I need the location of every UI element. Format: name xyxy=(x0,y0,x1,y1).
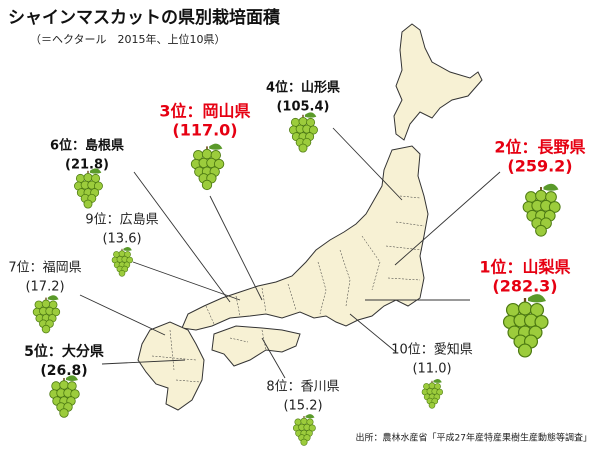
grape-berry xyxy=(67,381,77,391)
grape-berry xyxy=(535,224,547,237)
grape-berry xyxy=(529,302,545,318)
prefecture-rank: 5位：大分県 xyxy=(24,343,104,360)
grape-leaf xyxy=(123,247,132,251)
grape-berry xyxy=(300,417,308,425)
prefecture-rank: 6位：島根県 xyxy=(50,138,124,154)
prefecture-rank: 1位：山梨県 xyxy=(479,258,570,277)
title: シャインマスカットの県別栽培面積 xyxy=(8,7,281,28)
area-value: (105.4) xyxy=(276,100,329,115)
japan-map xyxy=(137,23,483,411)
grape-berry xyxy=(298,116,308,126)
grape-berry xyxy=(300,438,308,446)
grape-berry xyxy=(428,402,436,409)
grape-icon xyxy=(502,294,549,358)
grape-berry xyxy=(436,388,443,396)
area-value: (282.3) xyxy=(492,277,557,296)
grape-berry xyxy=(59,380,69,390)
grape-berry xyxy=(210,150,221,161)
area-value: (17.2) xyxy=(25,280,64,295)
grape-berry xyxy=(548,201,561,213)
grape-berry xyxy=(517,343,533,358)
subtitle: （＝ヘクタール 2015年、上位10県） xyxy=(30,32,226,46)
grape-berry xyxy=(201,148,213,160)
area-value: (259.2) xyxy=(507,157,572,176)
grape-berry xyxy=(534,314,549,330)
grape-berry xyxy=(51,307,61,317)
leader-line xyxy=(209,195,263,301)
grape-berry xyxy=(428,382,436,389)
grape-icon xyxy=(32,295,61,334)
grape-icon xyxy=(49,375,80,418)
grape-berry xyxy=(83,199,93,209)
grape-leaf xyxy=(47,295,59,301)
grape-berry xyxy=(308,125,318,135)
area-value: (21.8) xyxy=(65,158,109,173)
area-value: (13.6) xyxy=(102,232,141,247)
grape-berry xyxy=(201,179,213,191)
grape-leaf xyxy=(433,379,442,383)
area-value: (15.2) xyxy=(283,399,322,414)
area-value: (26.8) xyxy=(40,363,87,379)
grape-leaf xyxy=(89,168,102,174)
grape-berry xyxy=(83,172,93,182)
prefecture-rank: 7位：福岡県 xyxy=(8,261,81,276)
prefecture-rank: 9位：広島県 xyxy=(85,213,158,228)
grape-berry xyxy=(59,408,69,418)
grape-berry xyxy=(545,191,557,203)
prefecture-rank: 2位：長野県 xyxy=(494,138,585,157)
grape-berry xyxy=(306,418,314,426)
leader-line xyxy=(101,359,186,365)
grape-berry xyxy=(517,301,533,316)
prefecture-rank: 4位：山形県 xyxy=(266,80,340,96)
leader-line xyxy=(394,171,501,266)
grape-leaf xyxy=(304,112,317,118)
area-value: (11.0) xyxy=(412,362,451,377)
grape-leaf xyxy=(66,375,78,381)
leader-lines xyxy=(79,127,501,379)
grape-berry xyxy=(41,299,51,309)
grape-berry xyxy=(124,251,131,258)
prefecture-rank: 8位：香川県 xyxy=(266,380,339,395)
grape-icon xyxy=(289,112,318,153)
leader-line xyxy=(261,337,286,379)
grape-berry xyxy=(535,189,547,202)
leader-line xyxy=(79,294,166,336)
leader-line xyxy=(132,261,241,301)
grape-icon xyxy=(522,183,561,237)
grape-leaf xyxy=(305,414,315,419)
area-value: (117.0) xyxy=(172,121,237,140)
grape-leaf xyxy=(543,183,559,191)
grape-leaf xyxy=(209,143,223,150)
grape-icon xyxy=(74,168,103,209)
grape-berry xyxy=(41,324,51,334)
grape-berry xyxy=(93,181,103,191)
grape-berry xyxy=(118,270,126,277)
leader-line xyxy=(349,313,397,353)
grape-icon xyxy=(292,414,316,446)
grape-berry xyxy=(126,256,133,264)
leader-line xyxy=(332,127,403,201)
grape-berry xyxy=(91,173,101,183)
grape-berry xyxy=(308,424,316,432)
grape-berry xyxy=(306,117,316,127)
grape-icon xyxy=(421,379,443,409)
grape-icon xyxy=(111,247,133,277)
grape-leaf xyxy=(528,294,546,303)
grape-berry xyxy=(48,300,58,310)
source: 出所：農林水産省「平成27年産特産果樹生産動態等調査」 xyxy=(356,432,592,444)
grape-berry xyxy=(434,383,441,390)
grape-icon xyxy=(190,143,225,191)
grape-berry xyxy=(298,143,308,153)
grape-berry xyxy=(70,389,80,399)
prefecture-rank: 3位：岡山県 xyxy=(159,102,250,121)
grape-berry xyxy=(213,158,225,170)
leader-line xyxy=(133,171,231,303)
grape-berry xyxy=(118,250,126,257)
prefecture-rank: 10位：愛知県 xyxy=(391,342,473,358)
